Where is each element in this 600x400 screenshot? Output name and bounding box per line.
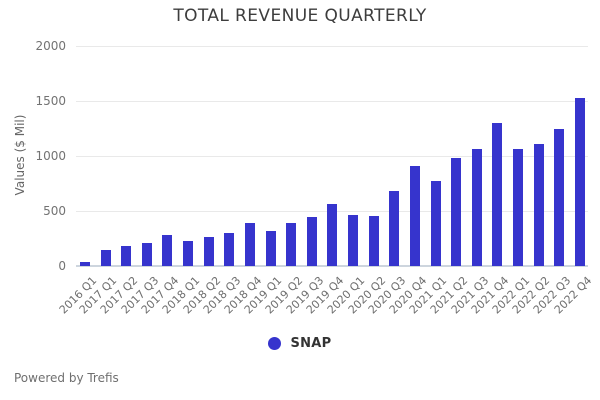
- bar-2019-q4[interactable]: [327, 204, 338, 266]
- bar-2016-q1[interactable]: [80, 261, 90, 266]
- bar-2021-q4[interactable]: [492, 123, 503, 266]
- bar-2017-q1[interactable]: [100, 249, 111, 266]
- bar-2018-q1[interactable]: [183, 240, 194, 266]
- bar-2019-q2[interactable]: [286, 223, 297, 266]
- gridline-1500: [76, 101, 588, 102]
- legend-snap-label[interactable]: SNAP: [290, 336, 332, 351]
- powered-by-trefis-text: Powered by Trefis: [14, 371, 119, 385]
- bar-2017-q3[interactable]: [141, 243, 152, 266]
- bar-2020-q3[interactable]: [389, 191, 400, 266]
- legend: SNAP: [0, 336, 600, 351]
- bar-2021-q2[interactable]: [451, 157, 462, 266]
- bar-2021-q3[interactable]: [471, 148, 482, 266]
- x-axis-line: [76, 265, 588, 267]
- y-tick-500: 500: [43, 204, 66, 218]
- gridline-1000: [76, 156, 588, 157]
- bar-2020-q2[interactable]: [368, 216, 379, 266]
- bar-2018-q2[interactable]: [203, 237, 214, 266]
- bar-2022-q2[interactable]: [533, 143, 544, 266]
- bar-2022-q3[interactable]: [554, 128, 565, 266]
- bar-2021-q1[interactable]: [430, 181, 441, 266]
- bar-2018-q4[interactable]: [244, 223, 255, 266]
- y-tick-2000: 2000: [35, 39, 66, 53]
- y-tick-0: 0: [58, 259, 66, 273]
- legend-snap-marker[interactable]: [268, 337, 282, 350]
- bar-2017-q4[interactable]: [162, 234, 173, 266]
- chart-title: TOTAL REVENUE QUARTERLY: [173, 6, 427, 26]
- gridline-2000: [76, 46, 588, 47]
- bar-2017-q2[interactable]: [121, 245, 132, 266]
- bar-2020-q4[interactable]: [409, 165, 420, 266]
- bar-2019-q1[interactable]: [265, 230, 276, 266]
- bar-2022-q4[interactable]: [574, 97, 585, 266]
- plot-area: [76, 46, 588, 267]
- y-tick-1500: 1500: [35, 94, 66, 108]
- y-tick-1000: 1000: [35, 149, 66, 163]
- bar-2020-q1[interactable]: [348, 215, 359, 266]
- bar-2018-q3[interactable]: [224, 233, 235, 266]
- bar-2022-q1[interactable]: [513, 149, 524, 266]
- bar-2019-q3[interactable]: [306, 216, 317, 266]
